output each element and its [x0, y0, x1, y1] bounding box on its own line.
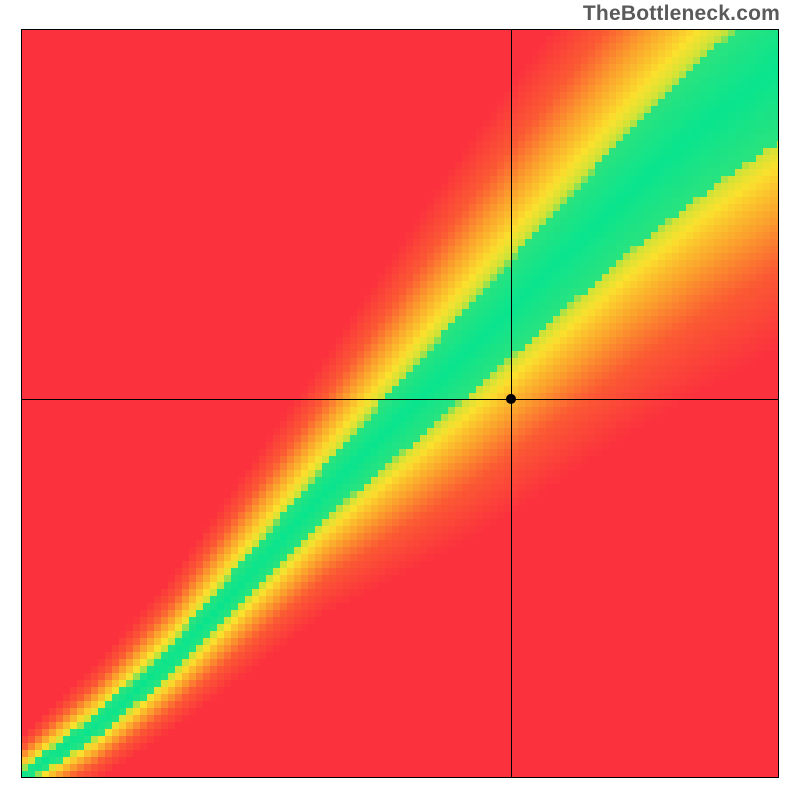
watermark-text: TheBottleneck.com [583, 2, 780, 26]
